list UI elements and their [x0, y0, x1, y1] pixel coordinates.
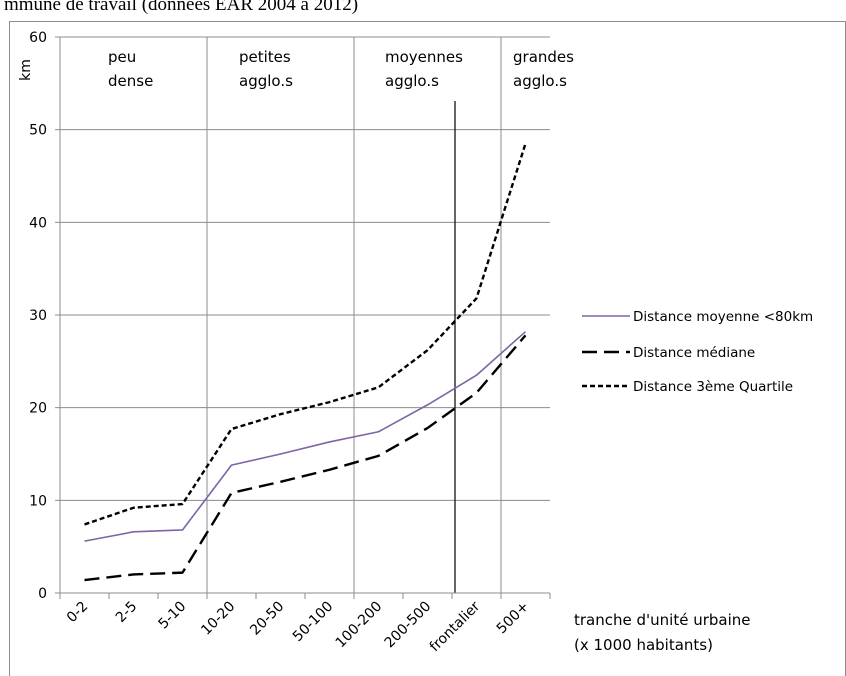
- y-tick-label: 40: [29, 215, 47, 231]
- y-tick-label: 50: [29, 123, 47, 139]
- y-tick-label: 60: [29, 30, 47, 46]
- series-line-1: [84, 331, 527, 542]
- legend-label: Distance médiane: [633, 345, 755, 361]
- axes: [55, 36, 551, 599]
- series-lines: [84, 143, 527, 582]
- legend-label: Distance moyenne <80km: [633, 309, 813, 325]
- x-tick-label: 10-20: [198, 599, 238, 639]
- band-label: agglo.s: [239, 72, 293, 90]
- legend: Distance moyenne <80km Distance médiane Di…: [582, 309, 813, 395]
- x-tick-label: 50-100: [290, 599, 336, 645]
- x-tick-labels: 0-2 2-5 5-10 10-20 20-50 50-100100-200200-500…: [64, 598, 532, 655]
- x-tick-label: 5-10: [156, 599, 190, 633]
- band-label: grandes: [513, 48, 574, 66]
- band-label: peu: [108, 48, 136, 66]
- x-tick-label: 100-200: [333, 599, 386, 652]
- band-separators: [206, 37, 502, 593]
- x-axis-label-line: (x 1000 habitants): [574, 636, 713, 654]
- band-label: dense: [108, 72, 153, 90]
- y-tick-label: 30: [29, 308, 47, 324]
- legend-label: Distance 3ème Quartile: [633, 379, 793, 395]
- x-axis-label: tranche d'unité urbaine (x 1000 habitants…: [574, 611, 751, 654]
- grid: [60, 36, 550, 501]
- y-tick-label: 20: [29, 401, 47, 417]
- x-tick-label: 20-50: [247, 599, 287, 639]
- y-tick-label: 0: [38, 586, 47, 602]
- series-line-3: [84, 143, 527, 526]
- x-axis-label-line: tranche d'unité urbaine: [574, 611, 751, 629]
- x-tick-label: 0-2: [64, 599, 91, 626]
- y-axis-label: km: [18, 59, 34, 81]
- band-label: agglo.s: [385, 72, 439, 90]
- band-label: moyennes: [385, 48, 463, 66]
- band-label: petites: [239, 48, 291, 66]
- x-tick-label: 2-5: [113, 599, 140, 626]
- chart-title: mmune de travail (données EAR 2004 à 201…: [4, 0, 359, 15]
- x-tick-label: 500+: [494, 599, 533, 638]
- y-tick-labels: 0 10 20 30 40 50 60: [29, 30, 47, 602]
- band-labels: peu dense petites agglo.s moyennes agglo.s gra…: [108, 48, 574, 90]
- band-label: agglo.s: [513, 72, 567, 90]
- y-tick-label: 10: [29, 493, 47, 509]
- x-tick-label: frontalier: [427, 598, 484, 655]
- series-line-2: [84, 334, 527, 582]
